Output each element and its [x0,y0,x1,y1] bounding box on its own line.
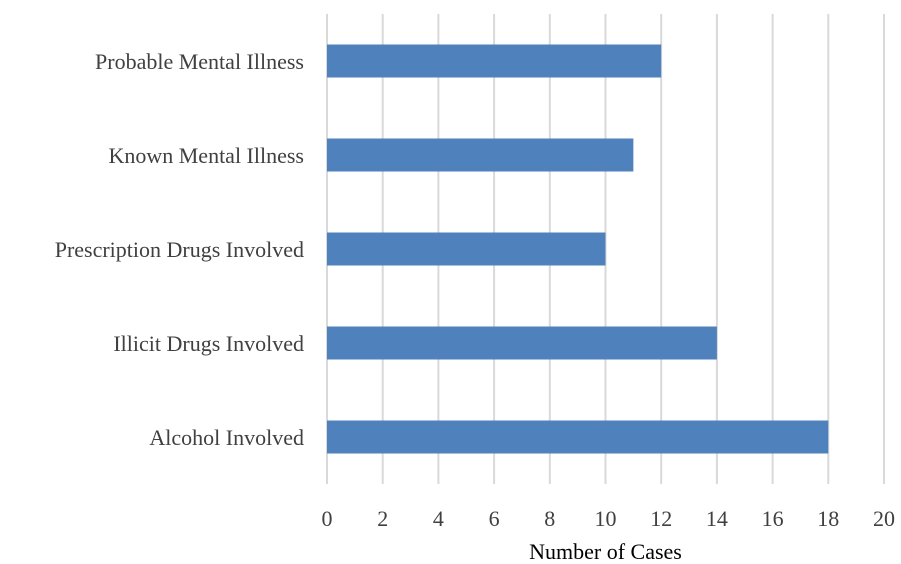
x-tick-label: 12 [650,506,672,531]
x-tick-label: 0 [322,506,333,531]
x-axis-tick-labels: 0 2 4 6 8 10 12 14 16 18 20 [322,506,896,531]
x-tick-label: 18 [817,506,839,531]
category-label: Alcohol Involved [149,425,304,450]
x-tick-label: 2 [377,506,388,531]
x-axis-title: Number of Cases [529,539,682,564]
x-tick-label: 4 [433,506,444,531]
x-tick-label: 16 [762,506,784,531]
bar [327,138,634,172]
bar [327,232,606,266]
bar [327,326,717,360]
bar [327,44,662,78]
category-label: Illicit Drugs Involved [113,331,304,356]
x-tick-label: 6 [489,506,500,531]
bars [327,44,829,454]
x-tick-label: 14 [706,506,728,531]
category-label: Prescription Drugs Involved [55,237,304,262]
category-label: Known Mental Illness [108,143,304,168]
x-tick-label: 10 [595,506,617,531]
x-tick-label: 8 [544,506,555,531]
x-tick-label: 20 [873,506,895,531]
category-labels: Probable Mental Illness Known Mental Illn… [55,49,304,450]
category-label: Probable Mental Illness [95,49,304,74]
bar [327,420,829,454]
